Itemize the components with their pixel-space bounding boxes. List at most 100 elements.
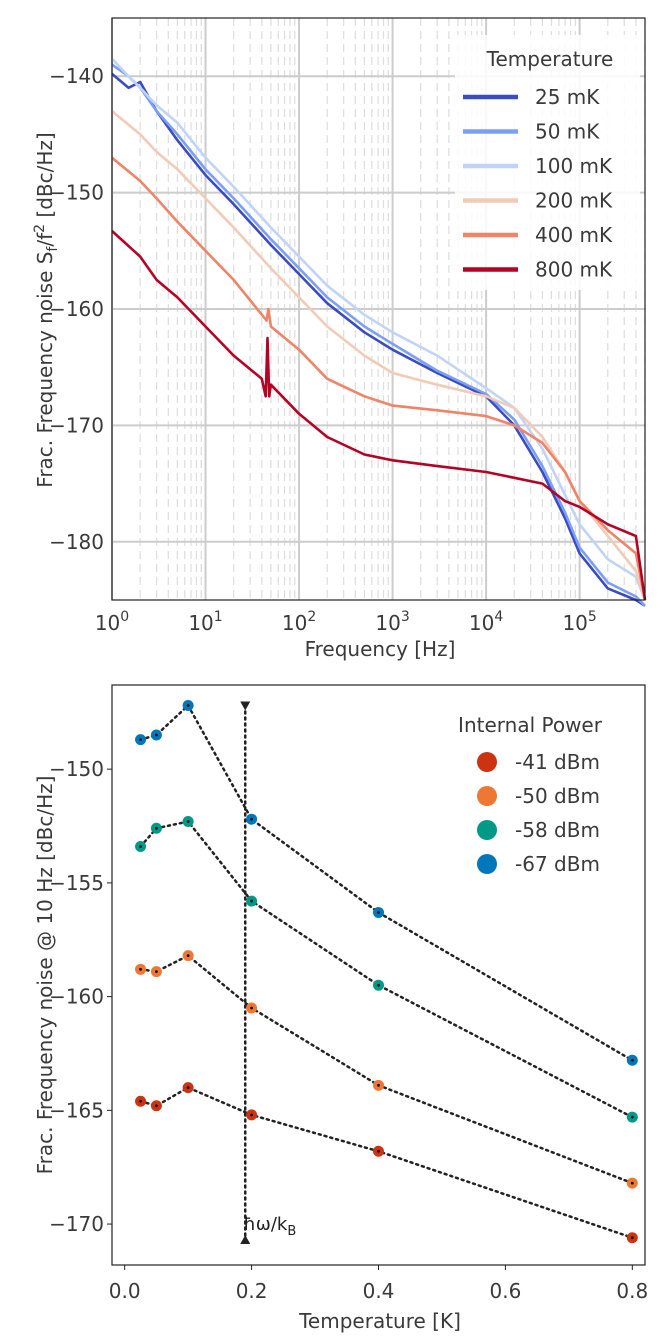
- top-x-tick-exp: 3: [401, 609, 410, 625]
- series-line-100-mK: [111, 57, 647, 601]
- data-point-center: [377, 1149, 380, 1153]
- data-point-center: [250, 817, 253, 821]
- top-x-axis-label: Frequency [Hz]: [305, 637, 456, 661]
- top-y-axis-label: Frac. Frequency noise Sf/f2 [dBc/Hz]: [32, 132, 61, 487]
- series-line-800-mK: [111, 230, 647, 601]
- legend-marker: [477, 854, 497, 874]
- top-legend: Temperature 25 mK 50 mK 100 mK 200 mK 400 mK…: [455, 35, 640, 290]
- top-x-tick-exp: 0: [120, 609, 129, 625]
- series-line-400-mK: [111, 156, 647, 601]
- top-y-tick-label: −140: [49, 64, 104, 88]
- legend-marker: [477, 786, 497, 806]
- top-y-tick-label: −170: [49, 413, 104, 437]
- top-x-tick-base: 10: [469, 611, 494, 635]
- bottom-ticks: 0.0 0.2 0.4 0.6 0.8 −150 −155 −160 −165 −170: [49, 757, 648, 1303]
- data-point-center: [377, 1083, 380, 1087]
- top-x-tick-label: 101: [188, 609, 222, 635]
- top-x-tick-exp: 5: [588, 609, 597, 625]
- top-ticks: 100 101 102 103 104 105−140−150−160−170−180: [49, 64, 597, 635]
- hbar-omega-label-sub: B: [287, 1224, 296, 1239]
- legend-label: -41 dBm: [515, 750, 600, 774]
- bottom-y-axis-label: Frac. Frequency noise @ 10 Hz [dBc/Hz]: [33, 776, 57, 1175]
- series-line-50-mK: [111, 63, 646, 607]
- top-lines: [111, 57, 647, 607]
- top-legend-background: [455, 35, 640, 290]
- top-x-tick-exp: 2: [307, 609, 316, 625]
- data-point-center: [250, 1113, 253, 1117]
- data-point-center: [377, 911, 380, 914]
- bottom-points: [135, 699, 638, 1244]
- data-point-center: [630, 1236, 634, 1240]
- bottom-x-tick-label: 0.8: [616, 1279, 648, 1303]
- hbar-omega-bottom-marker: [240, 1234, 251, 1244]
- top-x-tick-label: 103: [375, 609, 409, 635]
- top-x-tick-label: 104: [469, 609, 503, 635]
- legend-label: 400 mK: [535, 223, 613, 247]
- legend-marker: [477, 752, 497, 772]
- top-x-tick-label: 102: [282, 609, 316, 635]
- hbar-omega-annotation: ħω/kB: [240, 701, 296, 1244]
- bottom-legend-items: -41 dBm -50 dBm -58 dBm -67 dBm: [477, 750, 600, 876]
- bottom-legend-title: Internal Power: [458, 713, 603, 737]
- data-point-center: [250, 1006, 253, 1010]
- bottom-x-tick-label: 0.6: [489, 1279, 521, 1303]
- top-x-tick-exp: 4: [494, 609, 503, 625]
- data-point-center: [139, 845, 142, 848]
- hbar-omega-top-marker: [240, 701, 251, 711]
- data-point-center: [155, 826, 158, 830]
- data-point-center: [250, 899, 253, 903]
- top-x-tick-base: 10: [375, 611, 400, 635]
- data-point-center: [155, 1104, 158, 1108]
- legend-label: 100 mK: [535, 154, 613, 178]
- top-x-tick-label: 105: [562, 609, 596, 635]
- bottom-x-tick-label: 0.2: [236, 1279, 268, 1303]
- top-y-label-sup: 2: [32, 224, 48, 233]
- data-point-center: [630, 1115, 634, 1119]
- legend-label: -50 dBm: [515, 784, 600, 808]
- series-line--41 dBm: [139, 1086, 634, 1239]
- top-y-tick-label: −180: [49, 530, 104, 554]
- data-point-center: [186, 1086, 190, 1089]
- top-x-tick-label: 100: [95, 609, 129, 635]
- top-x-tick-base: 10: [282, 611, 307, 635]
- bottom-y-tick-label: −150: [49, 757, 104, 781]
- legend-label: 25 mK: [535, 85, 600, 109]
- top-x-tick-base: 10: [188, 611, 213, 635]
- bottom-x-tick-label: 0.4: [363, 1279, 395, 1303]
- data-point-center: [186, 954, 190, 958]
- data-point-center: [630, 1058, 634, 1062]
- data-point-center: [155, 970, 158, 973]
- bottom-x-axis-label: Temperature [K]: [298, 1309, 461, 1333]
- legend-label: -58 dBm: [515, 818, 600, 842]
- legend-marker: [477, 820, 497, 840]
- data-point-center: [630, 1181, 634, 1185]
- bottom-x-tick-label: 0.0: [109, 1279, 141, 1303]
- top-y-label-sub: f: [45, 246, 61, 252]
- top-y-label-part-3: /f: [33, 232, 57, 247]
- legend-label: 50 mK: [535, 120, 600, 144]
- data-point-center: [155, 733, 158, 737]
- legend-label: 200 mK: [535, 189, 613, 213]
- bottom-panel: 0.0 0.2 0.4 0.6 0.8 −150 −155 −160 −165 −170 ħω/k…: [33, 684, 648, 1333]
- hbar-omega-label: ħω/kB: [243, 1214, 296, 1239]
- data-point-center: [139, 1099, 142, 1103]
- bottom-legend: Internal Power -41 dBm -50 dBm -58 dBm -67 …: [458, 713, 603, 876]
- top-x-tick-base: 10: [95, 611, 120, 635]
- top-y-tick-label: −150: [49, 181, 104, 205]
- top-panel: 100 101 102 103 104 105−140−150−160−170−180 F…: [32, 17, 647, 661]
- data-point-center: [186, 704, 190, 707]
- bottom-y-tick-label: −170: [49, 1212, 104, 1236]
- bottom-y-tick-label: −155: [49, 871, 104, 895]
- top-y-label-part-1: Frac. Frequency noise S: [33, 252, 57, 488]
- data-point-center: [377, 983, 380, 987]
- top-x-tick-exp: 1: [214, 609, 223, 625]
- legend-label: -67 dBm: [515, 852, 600, 876]
- data-point-center: [139, 738, 142, 741]
- bottom-y-tick-label: −160: [49, 985, 104, 1009]
- hbar-omega-label-main: ħω/k: [243, 1214, 288, 1235]
- data-point-center: [186, 820, 190, 823]
- top-legend-title: Temperature: [486, 47, 614, 71]
- top-legend-items: 25 mK 50 mK 100 mK 200 mK 400 mK 800 mK: [463, 85, 613, 282]
- top-y-label-part-5: [dBc/Hz]: [33, 132, 57, 224]
